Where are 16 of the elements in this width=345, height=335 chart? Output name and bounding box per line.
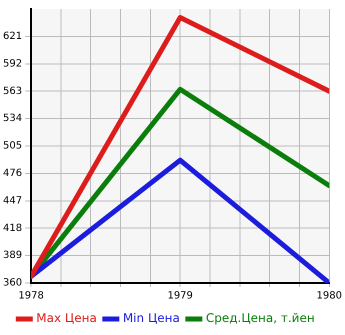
y-tick-label: 563 xyxy=(2,86,22,97)
legend-label: Min Цена xyxy=(122,311,180,326)
y-tick-label: 418 xyxy=(2,222,22,234)
y-tick-label: 534 xyxy=(2,113,22,124)
legend-label: Сред.Цена, т.йен xyxy=(206,311,315,326)
y-tick-label: 505 xyxy=(2,140,22,152)
y-tick-label: 447 xyxy=(2,195,22,206)
x-tick-label: 1980 xyxy=(316,290,342,302)
x-tick-label: 1978 xyxy=(18,290,44,302)
y-tick-label: 476 xyxy=(2,168,22,179)
x-tick-label: 1979 xyxy=(167,290,193,302)
y-tick-label: 389 xyxy=(2,250,22,262)
legend-label: Max Цена xyxy=(36,311,97,326)
y-tick-label: 360 xyxy=(2,278,22,289)
y-tick-label: 621 xyxy=(2,30,22,42)
y-tick-label: 592 xyxy=(2,58,22,70)
